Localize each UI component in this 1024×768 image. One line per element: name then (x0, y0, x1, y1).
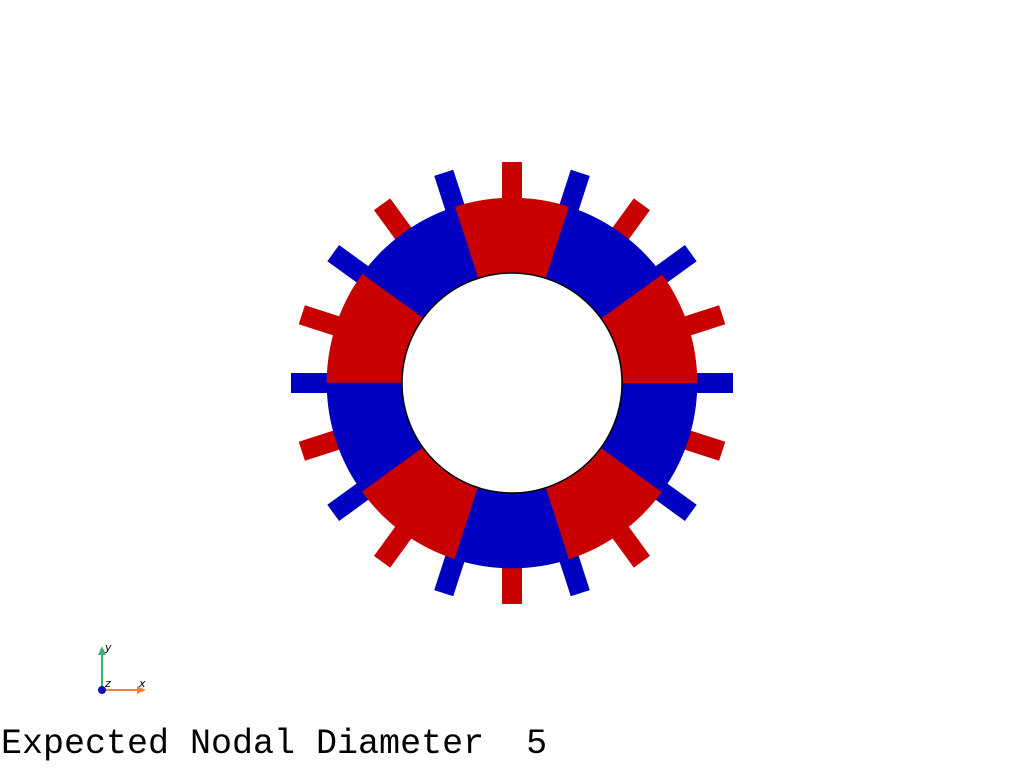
y-axis-arrowhead (98, 646, 106, 655)
bladed-disk (291, 162, 733, 604)
z-axis-dot (98, 686, 106, 694)
x-axis-arrowhead (137, 686, 146, 694)
blade (502, 560, 522, 604)
center-bore (401, 272, 623, 494)
blade (291, 373, 335, 393)
caption-label: Expected Nodal Diameter (1, 724, 485, 764)
caption-value: 5 (526, 724, 548, 764)
y-axis-label: y (104, 641, 112, 654)
blade (502, 162, 522, 206)
z-axis-label: z (104, 677, 111, 690)
orientation-axes-widget: y x z (98, 641, 146, 694)
x-axis-label: x (138, 677, 146, 690)
nodal-diameter-caption: Expected Nodal Diameter 5 (1, 724, 547, 764)
blade (689, 373, 733, 393)
